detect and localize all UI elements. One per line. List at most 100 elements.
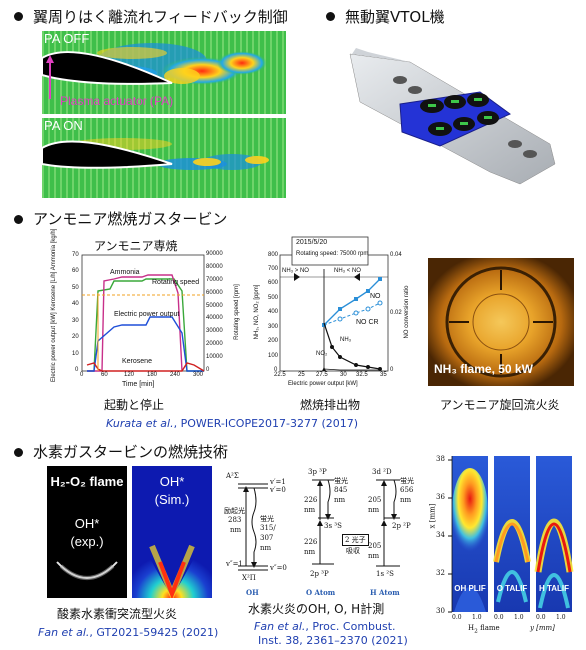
bullet: [14, 448, 23, 457]
y-tick: 500: [268, 295, 279, 301]
chart2-y-left-label: NH₃, NO, NO₂ [ppm]: [254, 284, 260, 340]
reference-text: , POWER-ICOPE2017-3277 (2017): [173, 417, 359, 430]
o-226a-unit: nm: [304, 506, 316, 514]
section2-reference: Kurata et al., POWER-ICOPE2017-3277 (201…: [106, 417, 358, 430]
plif-panel-oh: [452, 456, 488, 612]
panel1-title: H₂-O₂ flame: [50, 474, 124, 489]
oh-fl-nm2: 307: [260, 534, 274, 542]
x-tick: 30: [340, 372, 347, 378]
plif-y-tick: 34: [436, 531, 445, 539]
x-tick: 240: [170, 372, 181, 378]
plif-x-tick: 0.0: [452, 614, 462, 621]
ammonia-flame-image: NH₃ flame, 50 kW: [428, 258, 574, 386]
h-205a: 205: [368, 496, 382, 504]
y-tick: 40000: [206, 315, 223, 321]
x-tick: 25: [298, 372, 305, 378]
oh-fl-unit: nm: [260, 544, 272, 552]
y-tick: 60: [72, 268, 79, 274]
pa-on-flow-image: [42, 118, 286, 198]
plif-y-label: x [mm]: [428, 503, 437, 529]
chart1-series-kerosene: Kerosene: [122, 358, 152, 365]
y-tick: 0: [390, 367, 394, 373]
y-tick: 90000: [206, 251, 223, 257]
y-tick: 0.04: [390, 252, 402, 258]
bullet: [14, 12, 23, 21]
chart2-region-left: NH₃ > NO: [282, 268, 309, 274]
o-226a: 226: [304, 496, 318, 504]
plif-x-label: H2 flame: [468, 624, 500, 635]
pa-off-label: PA OFF: [44, 31, 90, 46]
h2o2-flame-sim-image: OH* (Sim.): [132, 466, 212, 598]
plif-y-tick: 38: [436, 455, 445, 463]
reference-authors: Kurata et al.: [106, 417, 174, 430]
y-tick: 70: [72, 252, 79, 258]
plif-x-tick: 1.0: [514, 614, 524, 621]
plif-x-tick: 0.0: [494, 614, 504, 621]
plif-label-oh: OH PLIF: [454, 584, 486, 593]
oh-fl-nm: 315/: [260, 524, 276, 532]
chart1-series-power: Electric power output: [114, 311, 180, 318]
panel2-sub: OH*: [159, 474, 185, 489]
y-tick: 30000: [206, 328, 223, 334]
x-tick: 0: [80, 372, 84, 378]
y-tick: 0: [206, 367, 210, 373]
h-fl: 蛍光: [400, 477, 414, 485]
energy-level-diagram: A²Σ v′=1 v′=0 励起光 283 nm 蛍光 315/ 307 nm …: [224, 462, 434, 598]
chart1-y-right-label: Rotating speed [rpm]: [234, 284, 240, 340]
plif-label-h: H TALIF: [538, 584, 570, 593]
oh-v0: v′=0: [270, 486, 286, 494]
plif-figure: 30 32 34 36 38 x [mm] OH PLIF O TALIF H …: [428, 452, 584, 648]
oh-vpp0: v″=0: [270, 564, 287, 572]
x-tick: 300: [193, 372, 204, 378]
y-tick: 0: [75, 367, 79, 373]
y-tick: 0.02: [390, 310, 402, 316]
ref2-text: , Proc. Combust.: [305, 620, 396, 633]
absorb: 吸収: [346, 547, 360, 555]
h-205b-unit: nm: [368, 552, 380, 560]
chart1-series-ammonia: Ammonia: [110, 269, 140, 276]
section-heading: 水素ガスタービンの燃焼技術: [33, 443, 229, 461]
o-226b-unit: nm: [304, 548, 316, 556]
x-tick: 32.5: [356, 372, 368, 378]
h2o2-flame-exp-image: H₂-O₂ flame OH* (exp.): [47, 466, 127, 598]
ref1-text: , GT2021-59425 (2021): [89, 626, 219, 639]
ref2: Fan et al., Proc. Combust.: [254, 620, 396, 633]
flame-caption: アンモニア旋回流火炎: [440, 398, 560, 412]
chart1-y-left-label: Electric power output [kW] Kerosene [L/h…: [51, 228, 57, 382]
chart2-box-speed: Rotating speed: 75000 rpm: [296, 251, 369, 257]
plif-panel-h: [534, 456, 574, 612]
h-label: H Atom: [370, 588, 400, 597]
chart1-caption: 起動と停止: [104, 398, 165, 412]
plif-y-tick: 30: [436, 607, 445, 615]
oh-label: OH: [246, 588, 259, 597]
o-845-unit: nm: [334, 496, 346, 504]
h-656: 656: [400, 486, 414, 494]
section-heading: 翼周りはく離流れフィードバック制御: [33, 8, 288, 26]
x-tick: 60: [101, 372, 108, 378]
chart1-title: アンモニア専焼: [94, 239, 178, 253]
oh-v1: v′=1: [270, 478, 286, 486]
y-tick: 50000: [206, 303, 223, 309]
o-3p: 3p ³P: [308, 468, 327, 476]
oh-fl: 蛍光: [260, 515, 274, 523]
y-tick: 20000: [206, 341, 223, 347]
x-tick: 180: [147, 372, 158, 378]
plif-x-label-y: y [mm]: [530, 624, 555, 632]
chart2-series-no2: NO₂: [316, 351, 328, 357]
chart1-series-speed: Rotating speed: [152, 279, 200, 286]
oh-exc-unit: nm: [230, 526, 242, 534]
bullet: [14, 215, 23, 224]
pa-on-panel: PA ON: [42, 118, 286, 198]
pa-off-flow-image: [42, 31, 286, 114]
o-fl: 蛍光: [334, 477, 348, 485]
h-205b: 205: [368, 542, 382, 550]
chart2-caption: 燃焼排出物: [300, 398, 361, 412]
caption1: 酸素水素衝突流型火炎: [57, 607, 178, 621]
y-tick: 80000: [206, 264, 223, 270]
y-tick: 300: [268, 324, 279, 330]
y-tick: 50: [72, 285, 79, 291]
h-2p: 2p ²P: [392, 522, 411, 530]
ref2-authors: Fan et al.: [254, 620, 306, 633]
section-heading: アンモニア燃焼ガスタービン: [33, 210, 228, 228]
ref1-authors: Fan et al.: [38, 626, 90, 639]
